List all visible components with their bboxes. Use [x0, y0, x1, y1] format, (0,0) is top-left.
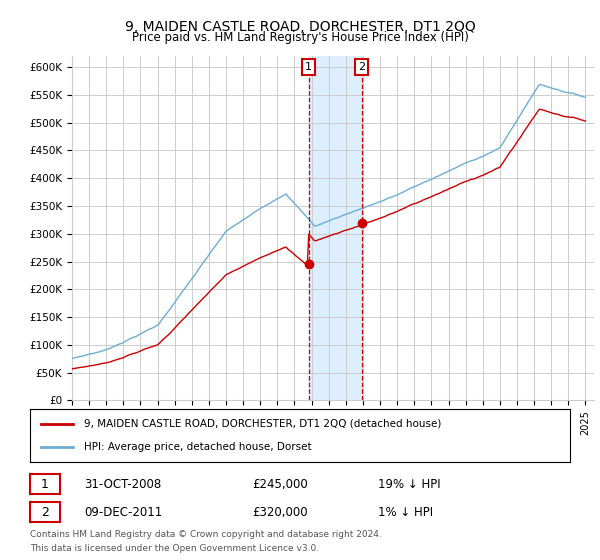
Text: £245,000: £245,000 [252, 478, 308, 491]
Text: This data is licensed under the Open Government Licence v3.0.: This data is licensed under the Open Gov… [30, 544, 319, 553]
Text: Price paid vs. HM Land Registry's House Price Index (HPI): Price paid vs. HM Land Registry's House … [131, 31, 469, 44]
Text: 9, MAIDEN CASTLE ROAD, DORCHESTER, DT1 2QQ: 9, MAIDEN CASTLE ROAD, DORCHESTER, DT1 2… [125, 20, 475, 34]
Text: Contains HM Land Registry data © Crown copyright and database right 2024.: Contains HM Land Registry data © Crown c… [30, 530, 382, 539]
Bar [308, 56, 362, 400]
Text: 1: 1 [305, 62, 312, 72]
Text: HPI: Average price, detached house, Dorset: HPI: Average price, detached house, Dors… [84, 442, 311, 452]
Text: 2: 2 [358, 62, 365, 72]
Text: 1: 1 [41, 478, 49, 491]
Text: 2: 2 [41, 506, 49, 519]
Text: 31-OCT-2008: 31-OCT-2008 [84, 478, 161, 491]
Text: 09-DEC-2011: 09-DEC-2011 [84, 506, 162, 519]
Text: £320,000: £320,000 [252, 506, 308, 519]
Text: 9, MAIDEN CASTLE ROAD, DORCHESTER, DT1 2QQ (detached house): 9, MAIDEN CASTLE ROAD, DORCHESTER, DT1 2… [84, 419, 442, 429]
Text: 1% ↓ HPI: 1% ↓ HPI [378, 506, 433, 519]
Text: 19% ↓ HPI: 19% ↓ HPI [378, 478, 440, 491]
